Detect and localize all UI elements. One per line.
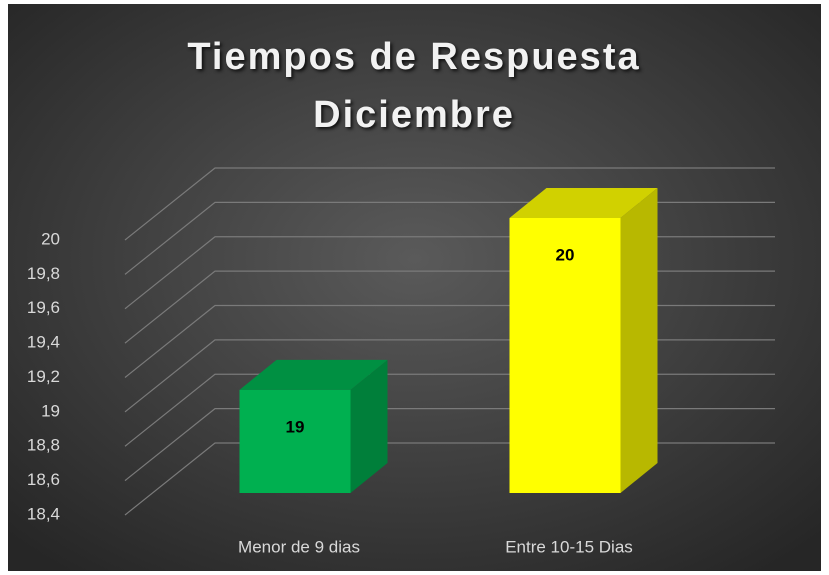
bar-top [239,359,388,390]
x-tick-label: Menor de 9 dias [238,537,360,556]
chart-title: Tiempos de Respuesta Diciembre [187,36,641,136]
y-tick-label: 20 [41,229,60,248]
data-label: 20 [556,245,575,264]
y-tick-label: 19,2 [27,367,60,386]
bar [509,218,621,493]
y-tick-label: 19,8 [27,264,60,283]
grid-line [124,167,775,241]
bar-side [350,359,388,493]
y-tick-label: 18,4 [27,504,60,523]
bar-side [620,188,658,493]
bar [239,389,351,493]
bar-top [509,188,658,218]
y-tick-label: 19 [41,401,60,420]
y-tick-label: 18,8 [27,436,60,455]
y-tick-label: 18,6 [27,470,60,489]
y-tick-label: 19,6 [27,298,60,317]
y-tick-label: 19,4 [27,333,60,352]
x-tick-label: Entre 10-15 Dias [505,537,633,556]
chart-background [8,4,821,571]
data-label: 19 [286,417,305,436]
